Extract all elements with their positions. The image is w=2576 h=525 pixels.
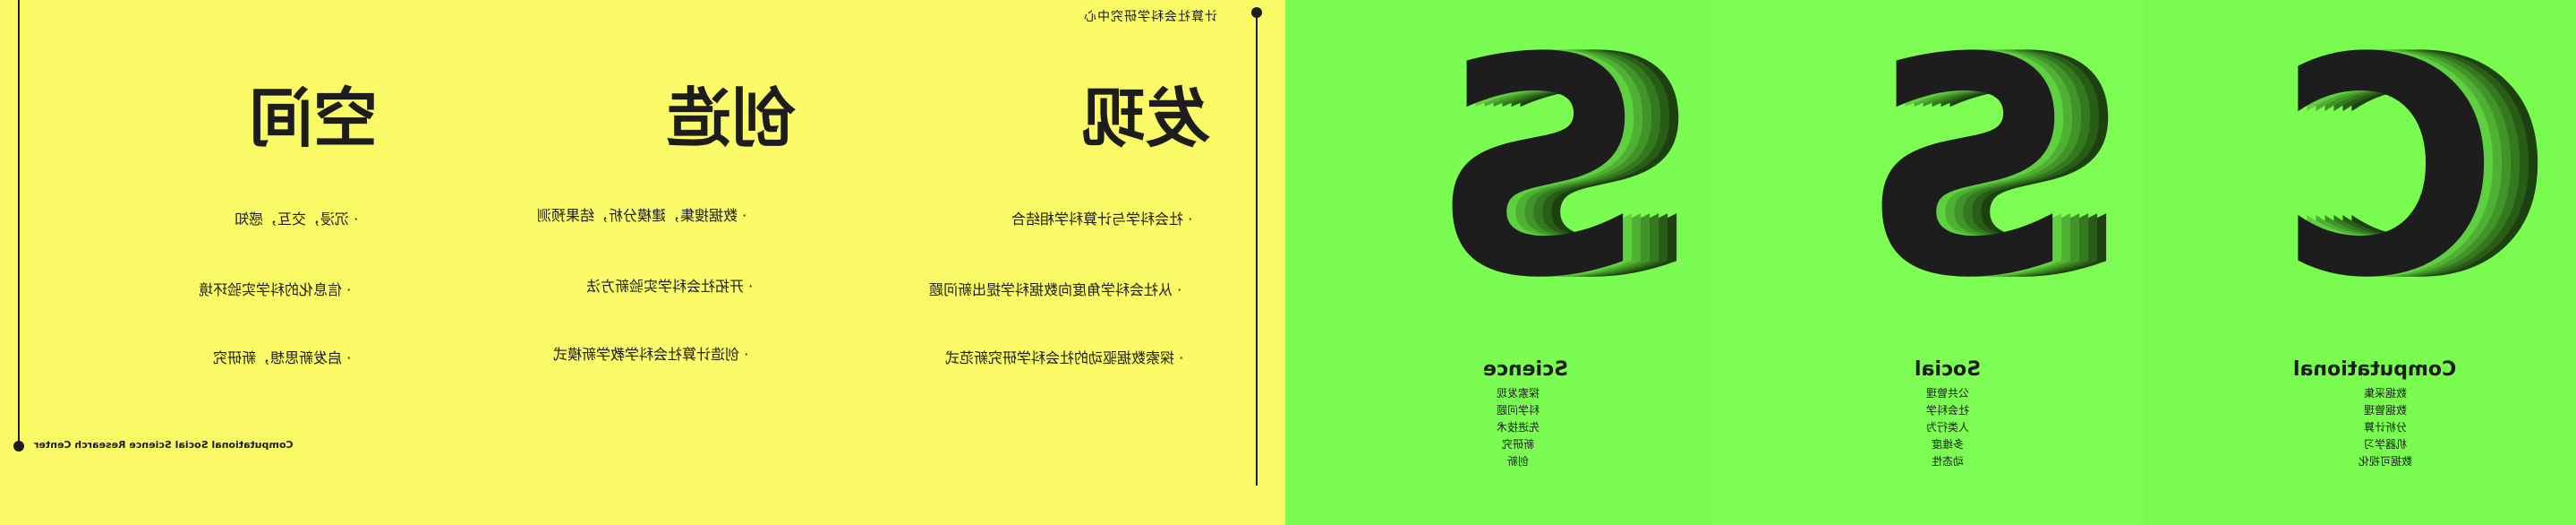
yellow-panel-3	[856, 0, 1285, 525]
green-panel-3	[2145, 0, 2576, 525]
list-item: 数据管理	[2363, 404, 2407, 417]
org-name-cn: 计算社会科学研究中心	[1083, 10, 1217, 24]
list-item: 人类行为	[1925, 421, 1969, 434]
column-title-create: 创造	[667, 80, 797, 156]
space-bullet-2: · 信息化的科学实验环境	[199, 281, 352, 298]
heading-science: Science	[1483, 358, 1568, 381]
social-keywords: 公共管理 社会科学 人类行为 多维度 动态性	[1912, 385, 1983, 470]
org-name-en: Computational Social Science Research Ce…	[34, 439, 294, 451]
list-item: 数据采集	[2363, 387, 2407, 400]
letter-c-computational: C	[2279, 0, 2499, 344]
list-item: 动态性	[1931, 455, 1964, 468]
right-vertical-line	[1256, 13, 1258, 486]
discover-bullet-1: · 社会科学与计算科学相结合	[1011, 211, 1193, 228]
discover-bullet-2: · 从社会科学角度向数据科学提出新问题	[929, 281, 1182, 298]
yellow-panel-2	[428, 0, 856, 525]
list-item: 新研究	[1501, 438, 1534, 451]
yellow-panel-1	[0, 0, 428, 525]
list-item: 机器学习	[2363, 438, 2407, 451]
list-item: 数据可视化	[2358, 455, 2412, 468]
column-title-discover: 发现	[1081, 80, 1211, 156]
left-vertical-line	[18, 0, 20, 446]
column-title-space: 空间	[249, 80, 379, 156]
list-item: 社会科学	[1925, 404, 1969, 417]
right-top-dot	[1251, 7, 1262, 18]
heading-computational: Computational	[2293, 358, 2457, 381]
left-bottom-dot	[13, 441, 24, 452]
list-item: 多维度	[1931, 438, 1964, 451]
discover-bullet-3: · 探索数据驱动的社会科学研究新范式	[945, 349, 1184, 366]
list-item: 公共管理	[1925, 387, 1969, 400]
list-item: 探索发现	[1496, 387, 1540, 400]
create-bullet-2: · 开拓社会科学实验新方法	[586, 278, 754, 295]
space-bullet-3: · 启发新思想，新研究	[213, 349, 352, 366]
letter-s-social: S	[1860, 0, 2077, 344]
green-panel-1	[1285, 0, 1713, 525]
space-bullet-1: · 沉浸，交互，感知	[235, 211, 359, 228]
list-item: 创新	[1506, 455, 1529, 468]
list-item: 科学问题	[1496, 404, 1540, 417]
letter-s-science: S	[1430, 0, 1647, 344]
list-item: 先进技术	[1496, 421, 1540, 434]
computational-keywords: 数据采集 数据管理 分析计算 机器学习 数据可视化	[2345, 385, 2426, 470]
create-bullet-3: · 创造计算社会科学教学新模式	[553, 346, 749, 363]
green-panel-2	[1713, 0, 2145, 525]
create-bullet-1: · 数据搜集，建模分析，结果预测	[537, 207, 747, 224]
list-item: 分析计算	[2363, 421, 2407, 434]
science-keywords: 探索发现 科学问题 先进技术 新研究 创新	[1482, 385, 1554, 470]
heading-social: Social	[1915, 358, 1981, 381]
